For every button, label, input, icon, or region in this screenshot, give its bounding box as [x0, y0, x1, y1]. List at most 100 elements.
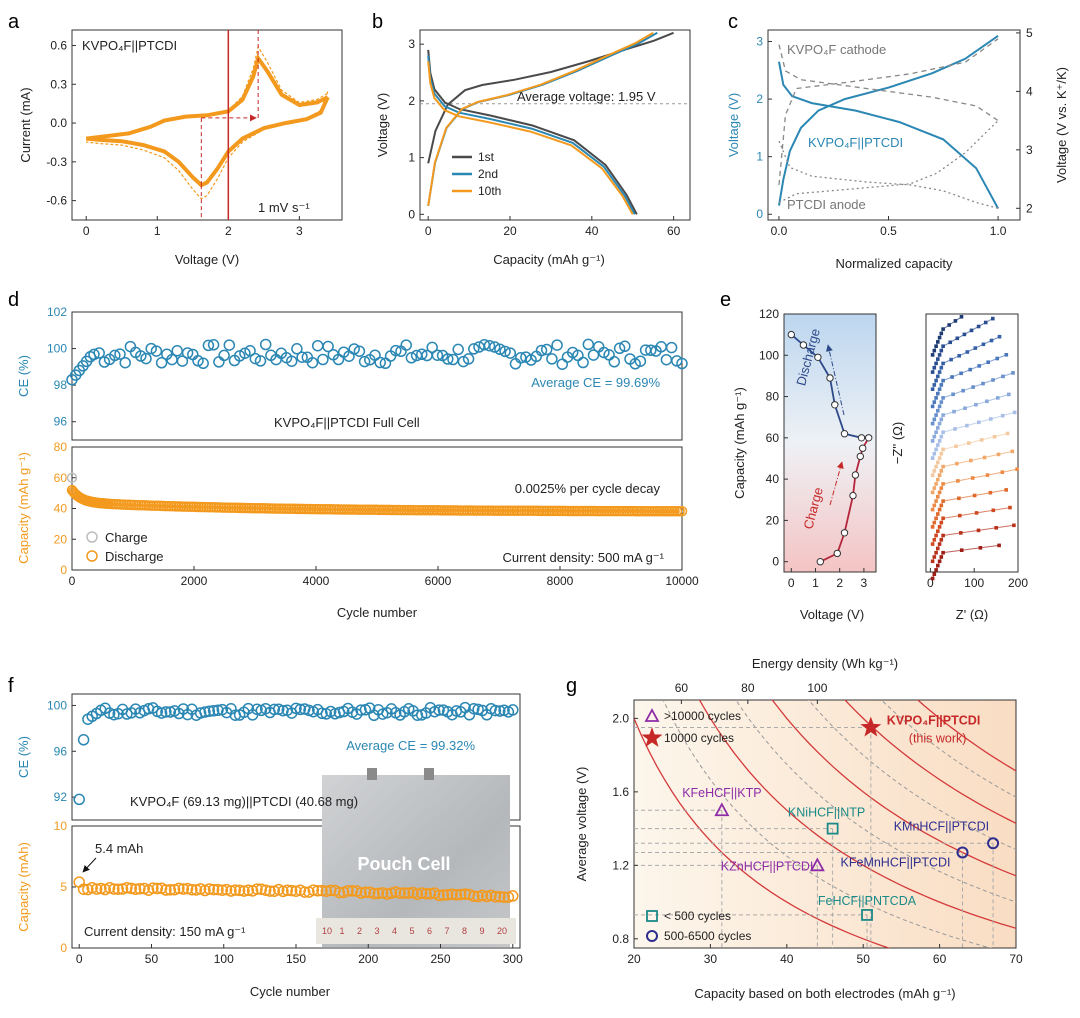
capacity-point	[186, 883, 198, 896]
panel-b-xlabel: Capacity (mAh g⁻¹)	[493, 252, 605, 267]
material-label: KNiHCF||NTP	[788, 806, 865, 820]
capacity-point	[225, 885, 237, 897]
eis-point	[939, 348, 944, 353]
ce-point	[88, 348, 100, 361]
eis-point	[937, 456, 942, 460]
capacity-point	[129, 883, 142, 896]
panel-e-left-ytick-label: 100	[759, 348, 779, 362]
cv-reverse-sweep	[86, 96, 330, 188]
eis-point	[930, 353, 935, 357]
material-label: FeHCF||PNTCDA	[818, 894, 917, 908]
eis-curve	[932, 544, 1000, 579]
eis-point	[959, 315, 964, 319]
eis-point	[986, 360, 990, 364]
eis-point	[936, 512, 940, 516]
pouch-cell-photo: 10 1 2 3 4 5 6 7 8 9 20 Pouch Cell	[316, 768, 516, 947]
eis-point	[939, 331, 944, 336]
eis-point	[934, 482, 938, 486]
panel-c-ytick-label: 3	[756, 35, 763, 49]
panel-e-state-point	[865, 434, 873, 442]
eis-point	[965, 423, 969, 428]
eis-point	[1008, 505, 1012, 510]
capacity-point	[441, 888, 454, 901]
eis-point	[962, 332, 967, 337]
capacity-point	[316, 884, 328, 897]
panel-d-xlabel: Cycle number	[337, 605, 418, 620]
ce-point	[285, 355, 298, 367]
panel-b-ytick-label: 1	[408, 151, 415, 165]
panel-b-charge-curve-10th	[427, 31, 654, 206]
eis-point	[969, 328, 974, 333]
panel-d-xtick-label: 4000	[303, 574, 330, 588]
eis-point	[932, 520, 937, 525]
panel-label-c: c	[728, 11, 738, 33]
eis-point	[934, 516, 938, 521]
capacity-point	[229, 884, 242, 896]
eis-point	[939, 555, 944, 559]
panel-b-discharge-curve-2nd	[427, 55, 636, 215]
panel-e-left-xtick-label: 1	[812, 576, 819, 590]
eis-point	[977, 420, 981, 425]
eis-point	[1000, 470, 1005, 474]
eis-point	[977, 364, 981, 368]
panel-g-xtick-label: 60	[933, 952, 947, 966]
panel-d-current: Current density: 500 mA g⁻¹	[503, 550, 665, 565]
ce-point	[249, 352, 262, 365]
ruler-number: 20	[497, 926, 507, 936]
ce-point	[322, 340, 334, 353]
ce-point	[194, 707, 207, 719]
eis-point	[991, 508, 996, 513]
ce-point	[608, 356, 621, 368]
capacity-point	[311, 885, 324, 897]
material-marker	[860, 716, 882, 737]
capacity-point	[177, 883, 190, 895]
eis-point	[930, 370, 935, 374]
legend-discharge-marker	[86, 550, 98, 562]
panel-c-frame	[767, 29, 1021, 221]
panel-e-right-xlabel: Z' (Ω)	[956, 607, 988, 622]
ruler-number: 10	[322, 926, 332, 936]
ce-point	[306, 356, 319, 369]
eis-point	[937, 439, 942, 443]
eis-curve	[932, 524, 1014, 562]
pouch-tab-right	[424, 768, 434, 780]
panel-c-anode-curve-b	[778, 120, 999, 204]
panel-f-cell-label: KVPO₄F (69.13 mg)||PTCDI (40.68 mg)	[130, 794, 358, 809]
legend-label: 10000 cycles	[664, 731, 734, 745]
panel-b-frame	[419, 29, 691, 221]
ce-point	[317, 353, 329, 366]
ce-point	[431, 349, 444, 361]
panel-f-cap-ytick-label: 0	[60, 941, 67, 955]
panel-c-full-label: KVPO₄F||PTCDI	[808, 135, 903, 150]
panel-d-cap-ytick-label: 80	[54, 440, 68, 454]
ce-point	[114, 348, 126, 360]
ce-point	[582, 338, 595, 351]
eis-point	[941, 430, 945, 434]
eis-point	[985, 473, 990, 477]
panel-e-state-point	[833, 549, 841, 558]
panel-e-left-ytick-label: 20	[766, 513, 780, 527]
eis-point	[1012, 523, 1016, 528]
capacity-point	[203, 883, 216, 895]
panel-e-state-point	[816, 558, 824, 566]
eis-point	[948, 340, 952, 345]
panel-b-ylabel: Voltage (V)	[375, 93, 390, 157]
panel-e-state-point	[826, 374, 834, 382]
eis-point	[973, 346, 978, 350]
panel-b-xtick-label: 20	[503, 224, 517, 238]
ce-point	[192, 355, 204, 367]
eis-point	[930, 576, 935, 581]
legend-charge-label: Charge	[105, 530, 148, 545]
ce-point	[494, 343, 506, 356]
panel-d-xtick-label: 8000	[547, 574, 574, 588]
panel-a-scanrate: 1 mV s⁻¹	[258, 200, 310, 215]
eis-point	[936, 546, 940, 551]
panel-c-cathode-discharge	[778, 44, 999, 122]
eis-point	[983, 320, 988, 325]
panel-b-discharge-curve-10th	[427, 61, 634, 215]
capacity-point	[359, 886, 372, 899]
eis-point	[976, 324, 981, 329]
panel-a-xlabel: Voltage (V)	[175, 252, 239, 267]
panel-e-state-point	[849, 491, 857, 500]
eis-point	[1004, 488, 1008, 492]
